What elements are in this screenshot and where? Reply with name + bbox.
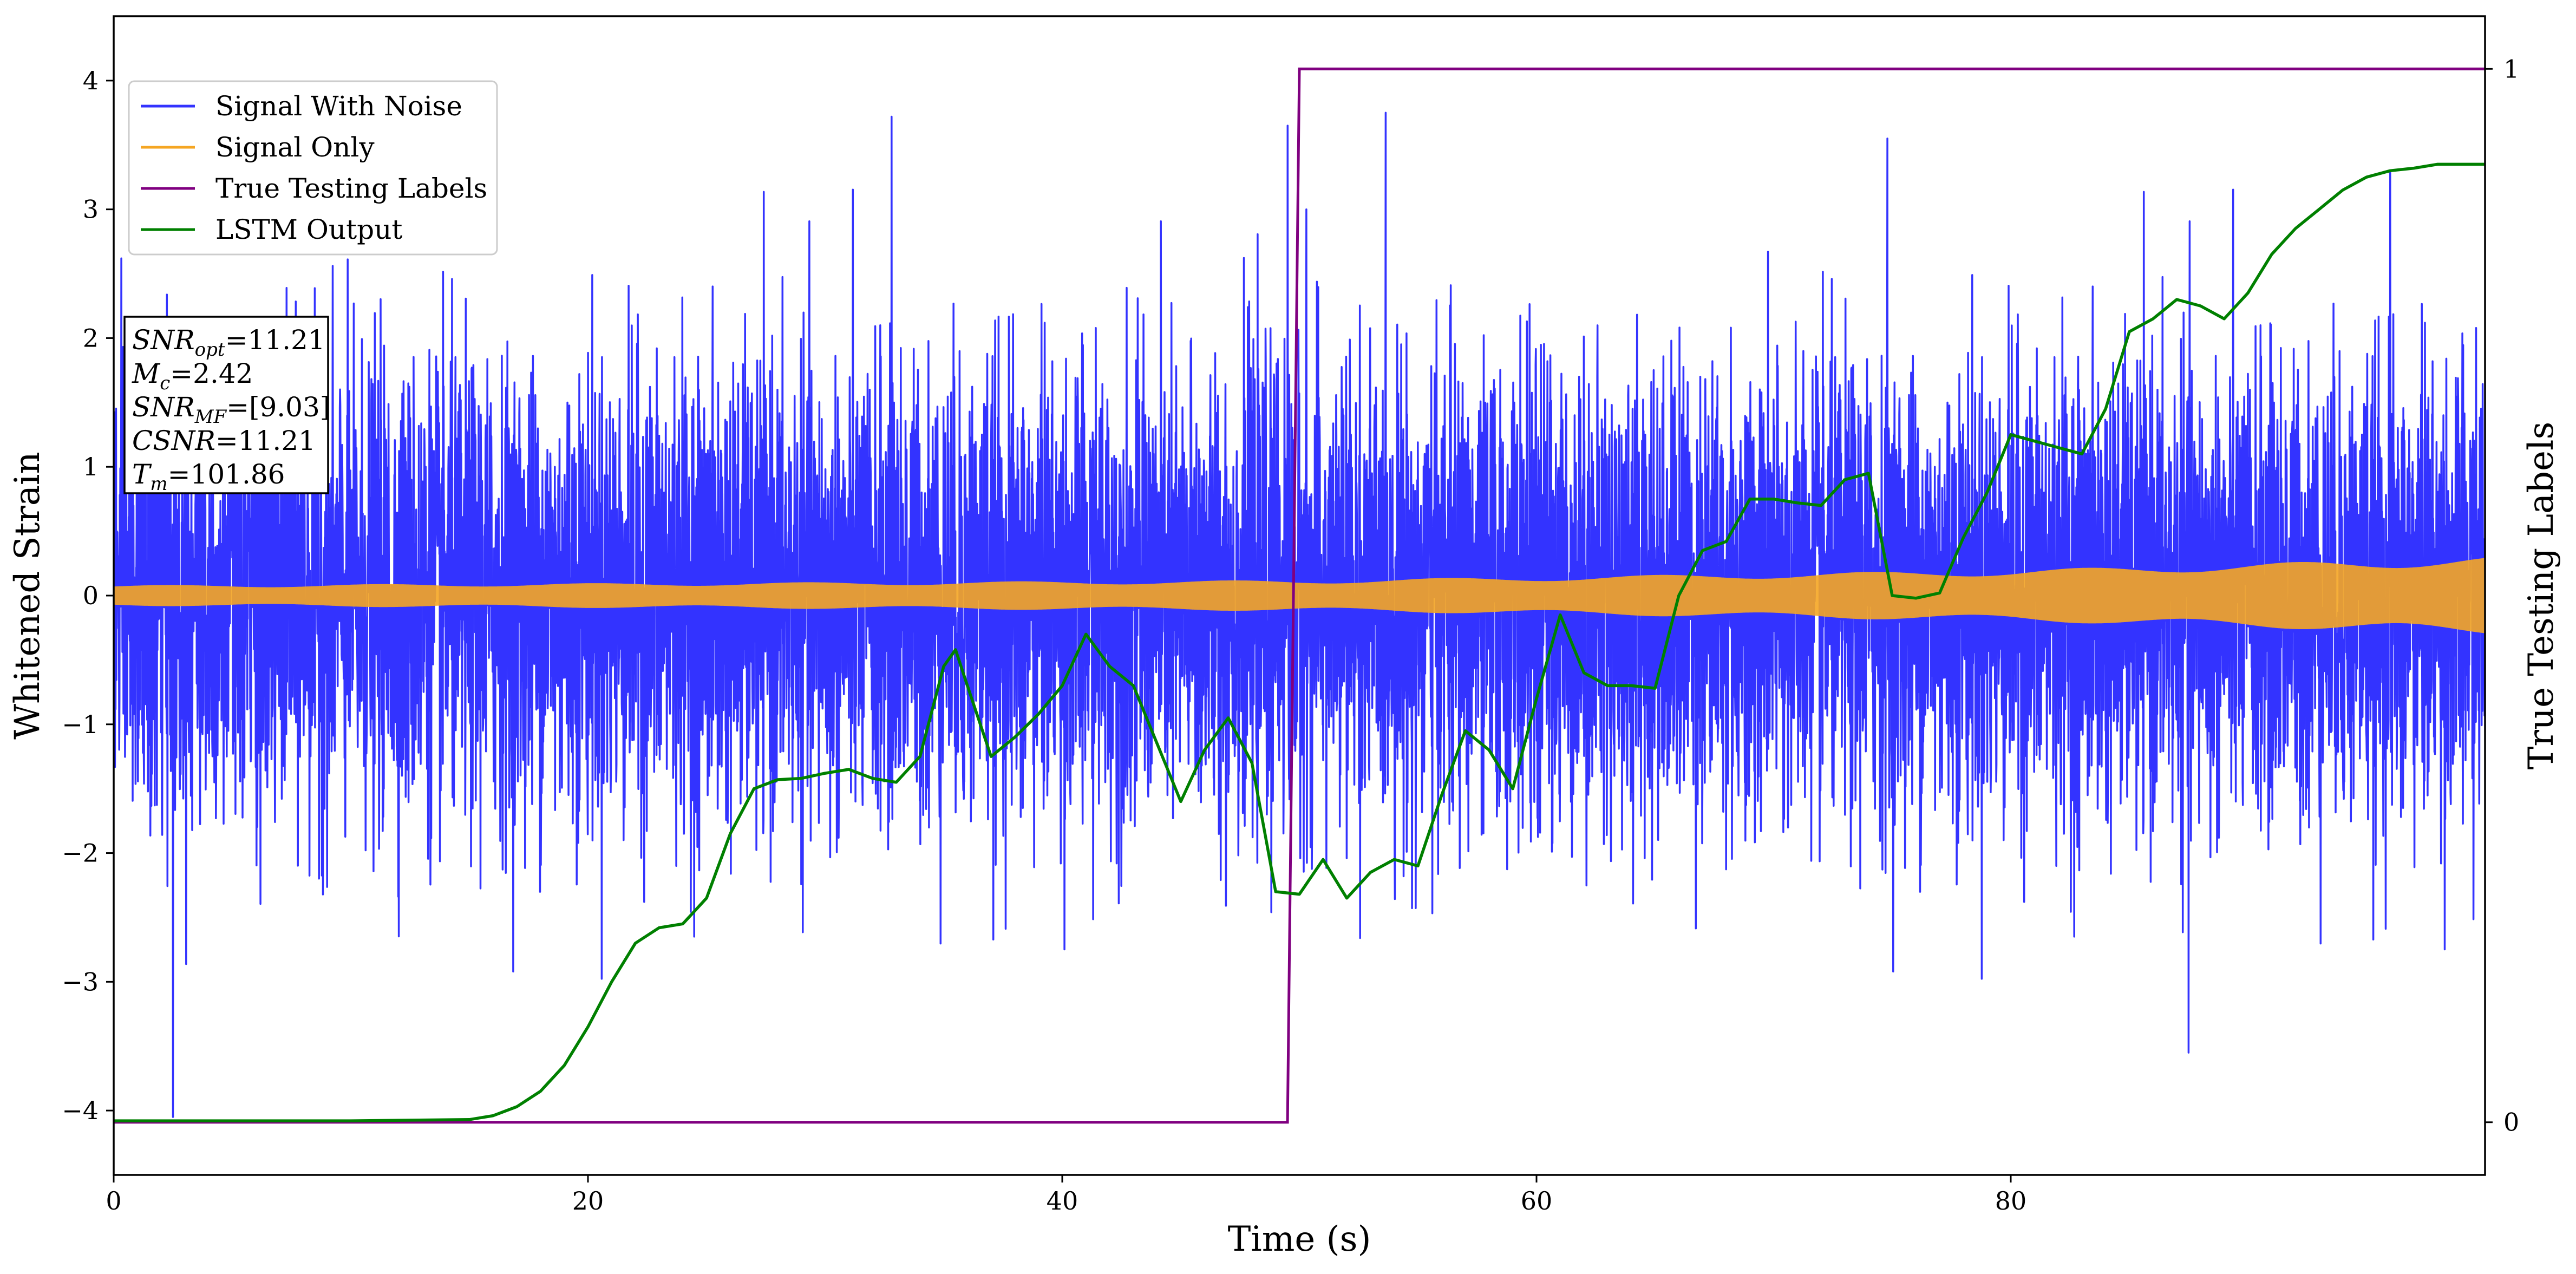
parameter-value: =11.21	[215, 425, 316, 456]
series-signal-with-noise	[114, 112, 2485, 1118]
y-tick-label: 3	[83, 195, 99, 224]
parameter-symbol: SNR	[132, 391, 195, 423]
x-tick-label: 60	[1521, 1186, 1553, 1216]
parameter-line: Mc=2.42	[132, 358, 253, 394]
parameter-line: SNRopt=11.21	[132, 324, 325, 361]
x-tick-label: 20	[572, 1186, 604, 1216]
x-axis-title: Time (s)	[1228, 1219, 1371, 1259]
parameter-subscript: m	[150, 473, 167, 495]
y2-axis-title: True Testing Labels	[2521, 422, 2561, 770]
parameter-box: SNRopt=11.21Mc=2.42SNRMF=[9.03]CSNR=11.2…	[123, 316, 330, 495]
y-tick-label: 0	[83, 581, 99, 610]
series-signal-only	[114, 558, 2485, 633]
parameter-symbol: SNR	[132, 324, 195, 356]
parameter-line: CSNR=11.21	[132, 425, 316, 456]
plot-area	[114, 67, 2485, 1124]
y-tick-label: −3	[62, 967, 99, 996]
parameter-subscript: MF	[194, 406, 227, 428]
parameter-subscript: c	[160, 373, 170, 394]
y-tick-label: −4	[62, 1096, 99, 1125]
parameter-symbol: CSNR	[132, 425, 215, 456]
legend-label: Signal With Noise	[215, 90, 462, 122]
parameter-line: Tm=101.86	[132, 459, 285, 495]
series-true-testing-labels	[114, 67, 2485, 1124]
parameter-value: =2.42	[170, 358, 253, 389]
y-tick-label: 1	[83, 452, 99, 481]
parameter-symbol: T	[132, 459, 152, 490]
legend-label: True Testing Labels	[215, 173, 487, 204]
y-tick-label: −2	[62, 839, 99, 868]
y2-tick-label: 1	[2503, 54, 2519, 83]
parameter-value: =11.21	[225, 324, 325, 356]
parameter-symbol: M	[132, 358, 161, 389]
legend: Signal With Noise Signal Only True Testing…	[128, 80, 498, 256]
y-axis-title: Whitened Strain	[8, 452, 48, 739]
y-tick-label: 2	[83, 323, 99, 352]
legend-box	[128, 80, 498, 256]
parameter-box-frame	[123, 316, 329, 494]
y-tick-label: −1	[62, 710, 99, 739]
x-tick-label: 40	[1047, 1186, 1078, 1216]
y2-tick-label: 0	[2503, 1108, 2519, 1137]
y-tick-label: 4	[83, 66, 99, 95]
series-lstm-output	[114, 162, 2485, 1122]
legend-label: Signal Only	[215, 132, 375, 163]
parameter-line: SNRMF=[9.03]	[132, 391, 330, 428]
legend-label: LSTM Output	[215, 214, 402, 245]
parameter-value: =[9.03]	[226, 391, 330, 423]
parameter-value: =101.86	[168, 459, 285, 490]
x-tick-label: 0	[106, 1186, 121, 1216]
parameter-subscript: opt	[195, 339, 225, 361]
x-tick-label: 80	[1995, 1186, 2027, 1216]
